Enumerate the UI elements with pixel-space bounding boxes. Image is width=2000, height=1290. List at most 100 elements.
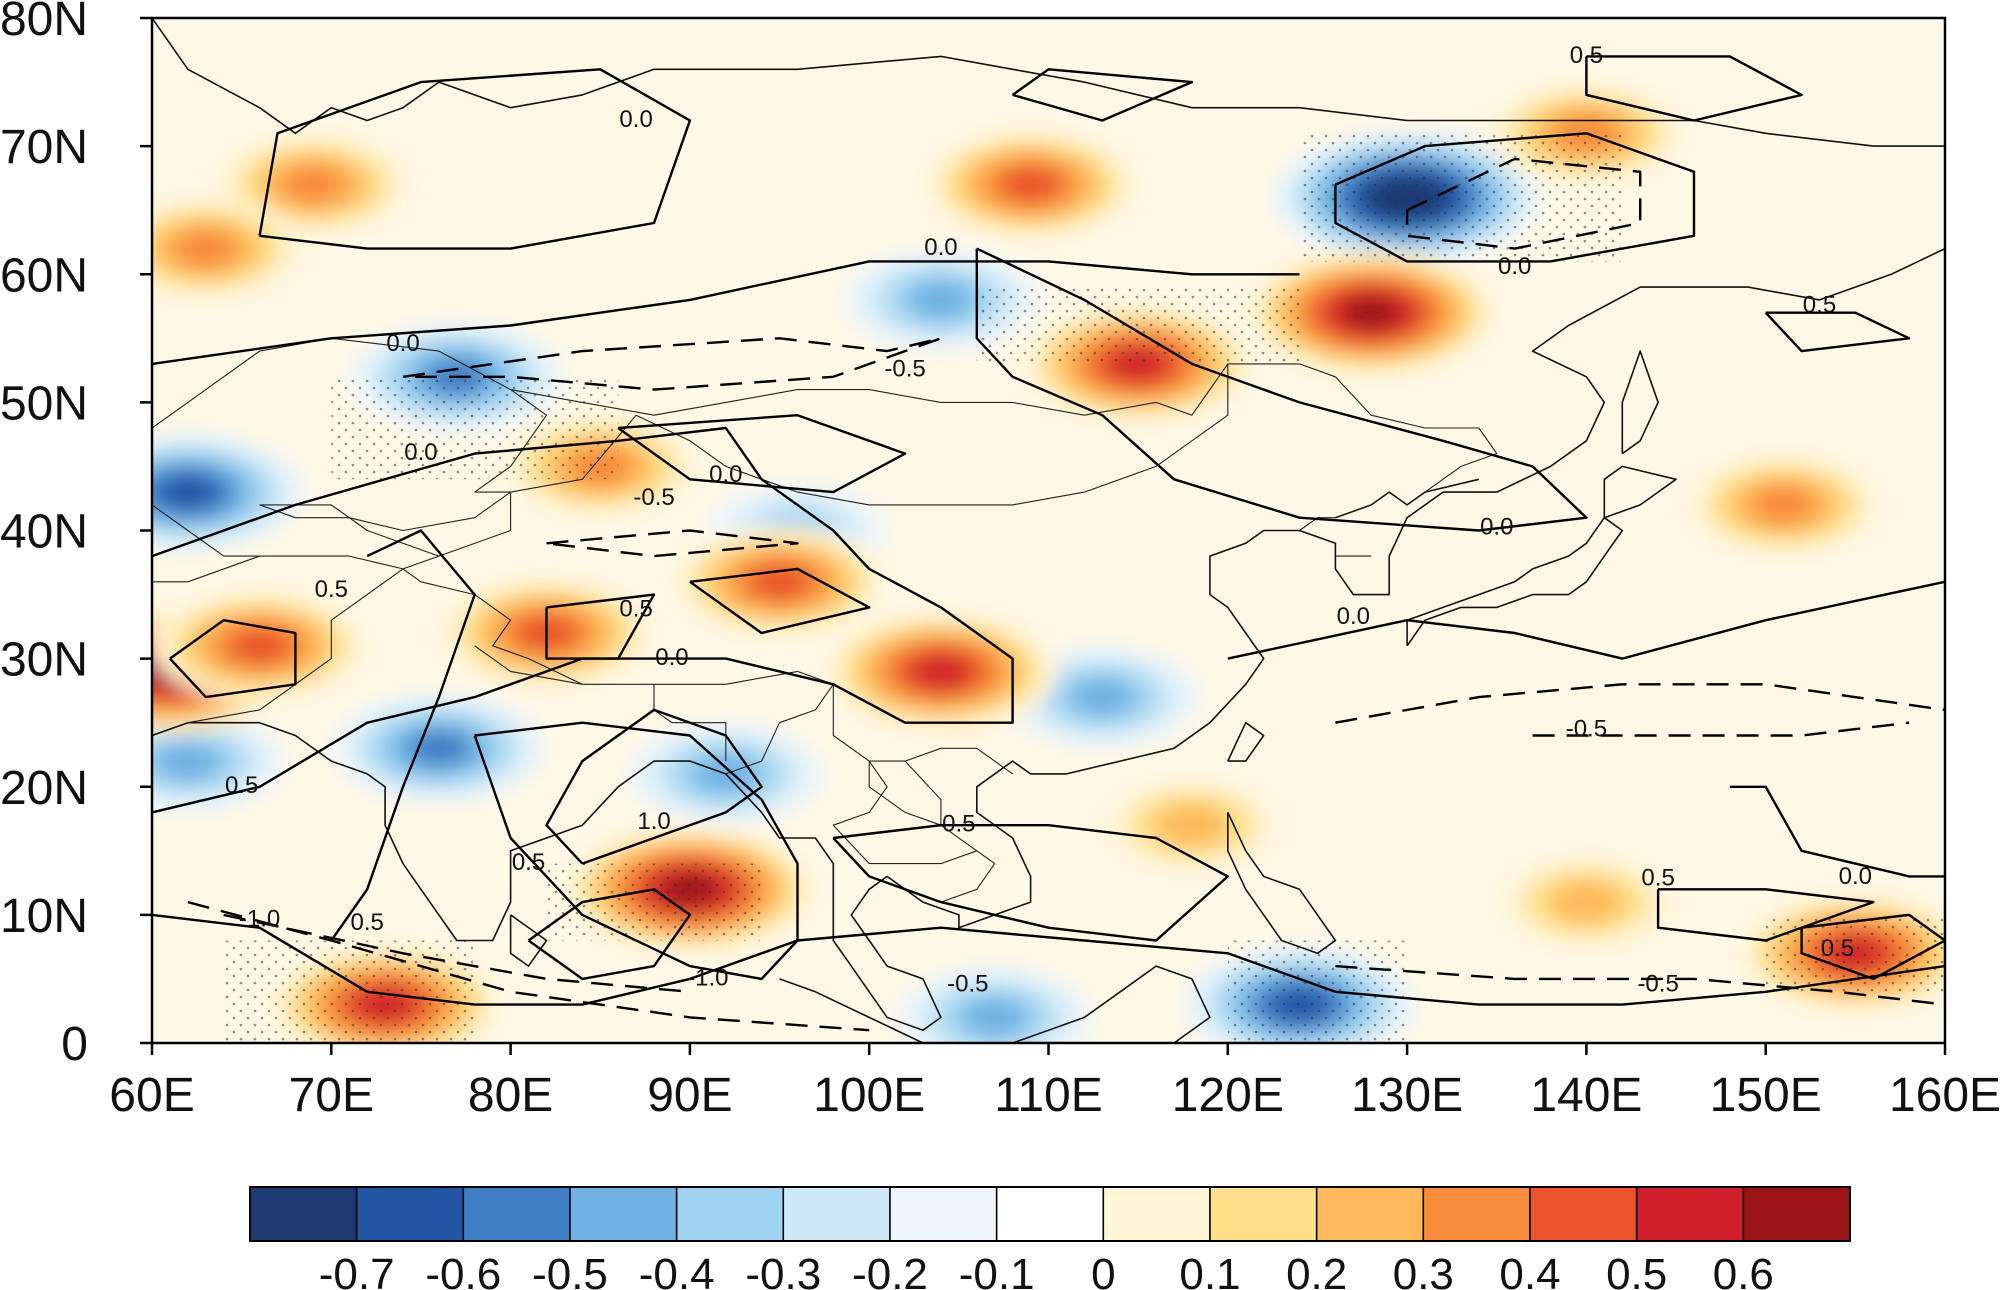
colorbar-swatch bbox=[1315, 1186, 1425, 1242]
country-border bbox=[259, 491, 511, 532]
country-border bbox=[725, 683, 834, 775]
colorbar-frame bbox=[249, 1186, 1851, 1242]
contour-line bbox=[975, 247, 1588, 532]
colorbar-swatch bbox=[462, 1186, 571, 1242]
anomaly-shade bbox=[280, 165, 346, 204]
x-tick-label: 70E bbox=[289, 1069, 374, 1122]
contour-line bbox=[1335, 964, 1945, 1006]
contour-line bbox=[1011, 68, 1194, 122]
contour-label: 0.0 bbox=[709, 461, 742, 488]
colorbar-label: -0.1 bbox=[959, 1250, 1035, 1290]
contour-line bbox=[546, 529, 799, 558]
contour-line bbox=[330, 529, 476, 942]
contour-label: 0.0 bbox=[655, 644, 688, 671]
contour-label: 0.5 bbox=[315, 576, 348, 603]
x-tick-label: 90E bbox=[647, 1069, 732, 1122]
contour-line bbox=[1227, 580, 1945, 660]
colorbar-swatch bbox=[1742, 1186, 1851, 1242]
anomaly-shade bbox=[155, 742, 221, 781]
x-tick-label: 160E bbox=[1889, 1069, 2000, 1122]
colorbar-label: -0.4 bbox=[639, 1250, 715, 1290]
colorbar-swatch bbox=[1529, 1186, 1638, 1242]
contour-line bbox=[1800, 913, 1945, 981]
colorbar-swatch bbox=[355, 1186, 465, 1242]
country-border bbox=[832, 760, 996, 903]
contour-label: 0.5 bbox=[942, 811, 975, 838]
coastline-layer bbox=[152, 18, 1945, 1043]
contour-label: -0.5 bbox=[884, 356, 925, 383]
border-layer bbox=[152, 337, 1498, 903]
anomaly-shade bbox=[229, 628, 290, 664]
colorbar-label: 0.3 bbox=[1393, 1250, 1454, 1290]
contour-label: 0.0 bbox=[1839, 863, 1872, 890]
coastline bbox=[152, 247, 1945, 1031]
colorbar-label: 0.1 bbox=[1179, 1250, 1240, 1290]
significance-stipple bbox=[546, 863, 762, 941]
colorbar-swatch bbox=[1635, 1186, 1745, 1242]
anomaly-shade bbox=[1751, 485, 1817, 524]
colorbar-swatch bbox=[1102, 1186, 1211, 1242]
contour-layer bbox=[152, 55, 1945, 1032]
contour-label: -0.5 bbox=[1566, 716, 1607, 743]
contour-label: 1.0 bbox=[637, 808, 670, 835]
contour-line bbox=[832, 824, 1229, 942]
contour-line bbox=[402, 337, 943, 391]
contour-line bbox=[258, 68, 692, 250]
contour-label: -1.0 bbox=[687, 964, 728, 991]
colorbar-swatch bbox=[1422, 1186, 1531, 1242]
y-tick-label: 40N bbox=[0, 506, 88, 559]
contour-line bbox=[1532, 721, 1910, 737]
colorbar-swatch bbox=[675, 1186, 785, 1242]
contour-label: 0.5 bbox=[1821, 935, 1854, 962]
anomaly-shade bbox=[908, 280, 974, 319]
contour-label: 0.0 bbox=[619, 106, 652, 133]
coastline bbox=[509, 914, 548, 967]
contour-label: 0.5 bbox=[1570, 42, 1603, 69]
coastline bbox=[1227, 721, 1265, 762]
coastline bbox=[779, 978, 925, 1043]
x-tick-label: 110E bbox=[994, 1069, 1103, 1122]
anomaly-shade bbox=[912, 654, 969, 688]
anomaly-shade bbox=[1344, 296, 1398, 329]
significance-stipple bbox=[1299, 133, 1623, 262]
contour-label: -0.5 bbox=[947, 971, 988, 998]
significance-stipple bbox=[223, 940, 475, 1043]
contour-label: 0.0 bbox=[1498, 253, 1531, 280]
anomaly-shade bbox=[962, 998, 1028, 1037]
colorbar: -0.7 -0.6 -0.5 -0.4 -0.3 -0.2 -0.1 0 0.1 0.2 0.3 0.… bbox=[249, 1186, 1851, 1290]
y-tick-label: 10N bbox=[0, 890, 88, 943]
colorbar-swatch bbox=[889, 1186, 998, 1242]
contour-line bbox=[617, 414, 907, 494]
country-border bbox=[402, 492, 1013, 775]
contour-label: 0.5 bbox=[1641, 864, 1674, 891]
coastline bbox=[1227, 812, 1337, 955]
anomaly-shade bbox=[409, 730, 469, 766]
coastline bbox=[1012, 965, 1211, 1043]
y-tick-label: 20N bbox=[0, 762, 88, 815]
y-tick-label: 0 bbox=[61, 1018, 88, 1071]
y-tick-label: 50N bbox=[0, 377, 88, 430]
latitude-axis: 0 10N 20N 30N 40N 50N 60N 70N 80N bbox=[0, 0, 152, 1071]
contour-label: -0.5 bbox=[1637, 971, 1678, 998]
y-tick-label: 30N bbox=[0, 634, 88, 687]
coastline bbox=[152, 18, 1945, 147]
longitude-axis: 60E 70E 80E 90E 100E 110E 120E 130E 140E 150E 160E bbox=[109, 1043, 2000, 1122]
colorbar-swatch bbox=[995, 1186, 1105, 1242]
contour-line bbox=[223, 913, 691, 993]
stipple-layer bbox=[223, 133, 1945, 1043]
x-tick-label: 130E bbox=[1351, 1069, 1463, 1122]
contour-line bbox=[689, 567, 871, 635]
anomaly-shade bbox=[1000, 167, 1061, 203]
contour-label: 0.0 bbox=[1337, 603, 1370, 630]
colorbar-label: -0.7 bbox=[319, 1250, 395, 1290]
country-border bbox=[187, 568, 404, 724]
y-tick-label: 60N bbox=[0, 249, 88, 302]
country-border bbox=[152, 555, 404, 583]
coastline bbox=[1621, 350, 1659, 455]
colorbar-label: 0.5 bbox=[1606, 1250, 1667, 1290]
anomaly-shade bbox=[159, 475, 216, 509]
country-border bbox=[904, 760, 978, 852]
contour-line bbox=[1656, 888, 1875, 942]
colorbar-swatch bbox=[782, 1186, 891, 1242]
anomaly-shade bbox=[1069, 678, 1135, 716]
